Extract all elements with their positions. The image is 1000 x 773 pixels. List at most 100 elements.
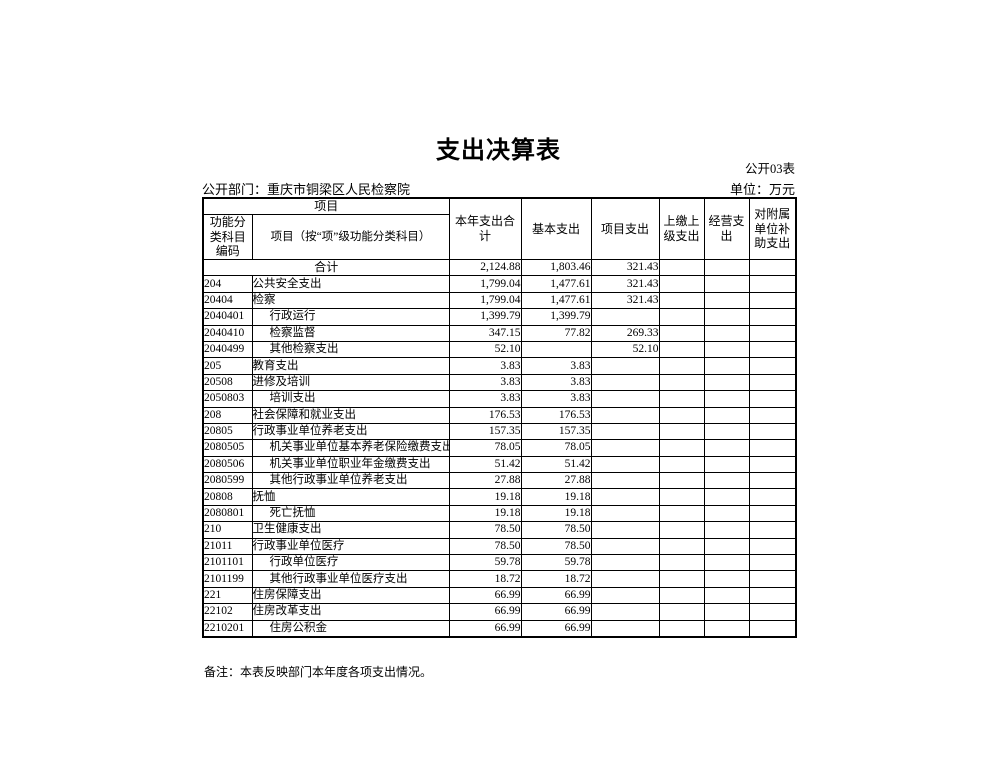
table-row: 205 教育支出 3.83 3.83: [202, 357, 797, 375]
cell-total: 347.15: [448, 324, 522, 342]
cell-code: 205: [202, 357, 253, 375]
cell-total: 3.83: [448, 373, 522, 392]
table-row: 2210201 住房公积金 66.99 66.99: [202, 619, 797, 638]
cell-total: 52.10: [448, 340, 522, 359]
cell-basic: 1,477.61: [520, 275, 592, 293]
cell-project: [590, 373, 660, 392]
cell-code: 2040401: [202, 308, 253, 326]
cell-name: 死亡抚恤: [251, 504, 450, 523]
cell-upper: [658, 619, 705, 638]
cell-name: 检察: [251, 291, 450, 310]
cell-basic: 77.82: [520, 324, 592, 342]
cell-operating: [703, 521, 750, 539]
cell-subsidy: [748, 406, 797, 424]
cell-basic: 18.72: [520, 570, 592, 588]
col-header-name: 项目（按“项”级功能分类科目）: [251, 214, 450, 260]
table-row: 210 卫生健康支出 78.50 78.50: [202, 521, 797, 539]
cell-upper: [658, 258, 705, 277]
table-row: 2050803 培训支出 3.83 3.83: [202, 390, 797, 408]
cell-basic: [520, 340, 592, 359]
cell-code: 210: [202, 521, 253, 539]
cell-upper: [658, 390, 705, 408]
cell-code: 2050803: [202, 390, 253, 408]
cell-upper: [658, 554, 705, 572]
header-row-1: 项目 本年支出合计 基本支出 项目支出 上缴上级支出 经营支出 对附属单位补助支…: [202, 197, 797, 260]
cell-name: 抚恤: [251, 488, 450, 506]
table-row: 2080505 机关事业单位基本养老保险缴费支出 78.05 78.05: [202, 439, 797, 457]
table-row: 20508 进修及培训 3.83 3.83: [202, 373, 797, 392]
cell-operating: [703, 488, 750, 506]
cell-basic: 78.50: [520, 521, 592, 539]
cell-total: 78.05: [448, 439, 522, 457]
cell-subsidy: [748, 521, 797, 539]
cell-total: 51.42: [448, 455, 522, 474]
table-row: 20404 检察 1,799.04 1,477.61 321.43: [202, 291, 797, 310]
cell-name: 机关事业单位职业年金缴费支出: [251, 455, 450, 474]
page-title: 支出决算表: [436, 138, 561, 164]
cell-basic: 3.83: [520, 390, 592, 408]
table-body: 合计 2,124.88 1,803.46 321.43 204 公共安全支出 1,7…: [202, 258, 797, 638]
cell-basic: 59.78: [520, 554, 592, 572]
cell-basic: 66.99: [520, 603, 592, 621]
cell-upper: [658, 439, 705, 457]
cell-total: 2,124.88: [448, 258, 522, 277]
table-row: 204 公共安全支出 1,799.04 1,477.61 321.43: [202, 275, 797, 293]
table-row: 20805 行政事业单位养老支出 157.35 157.35: [202, 422, 797, 441]
cell-name: 住房保障支出: [251, 586, 450, 605]
table-row: 2080801 死亡抚恤 19.18 19.18: [202, 504, 797, 523]
cell-code: 22102: [202, 603, 253, 621]
cell-basic: 78.05: [520, 439, 592, 457]
cell-operating: [703, 373, 750, 392]
col-header-operating: 经营支出: [703, 197, 750, 260]
cell-subsidy: [748, 390, 797, 408]
cell-operating: [703, 291, 750, 310]
cell-subsidy: [748, 340, 797, 359]
cell-project: [590, 472, 660, 490]
cell-project: [590, 586, 660, 605]
cell-subsidy: [748, 308, 797, 326]
cell-total: 1,799.04: [448, 275, 522, 293]
table-row: 2080599 其他行政事业单位养老支出 27.88 27.88: [202, 472, 797, 490]
cell-code: 2080505: [202, 439, 253, 457]
cell-upper: [658, 340, 705, 359]
table-row: 2080506 机关事业单位职业年金缴费支出 51.42 51.42: [202, 455, 797, 474]
table-row: 22102 住房改革支出 66.99 66.99: [202, 603, 797, 621]
cell-name: 公共安全支出: [251, 275, 450, 293]
cell-upper: [658, 422, 705, 441]
cell-operating: [703, 570, 750, 588]
col-header-subsidy: 对附属单位补助支出: [748, 197, 797, 260]
cell-code: 2210201: [202, 619, 253, 638]
cell-operating: [703, 324, 750, 342]
cell-project: [590, 439, 660, 457]
cell-upper: [658, 357, 705, 375]
cell-subsidy: [748, 455, 797, 474]
cell-total: 3.83: [448, 357, 522, 375]
cell-project: [590, 308, 660, 326]
cell-name: 行政事业单位养老支出: [251, 422, 450, 441]
cell-upper: [658, 603, 705, 621]
cell-code: 2080506: [202, 455, 253, 474]
cell-project: [590, 603, 660, 621]
cell-project: [590, 521, 660, 539]
cell-upper: [658, 373, 705, 392]
cell-name: 行政事业单位医疗: [251, 537, 450, 556]
col-header-code: 功能分类科目编码: [202, 214, 253, 260]
cell-project: [590, 504, 660, 523]
cell-total: 78.50: [448, 537, 522, 556]
cell-total: 66.99: [448, 586, 522, 605]
cell-code: 2080801: [202, 504, 253, 523]
cell-operating: [703, 258, 750, 277]
cell-name: 其他行政事业单位养老支出: [251, 472, 450, 490]
cell-project: [590, 455, 660, 474]
cell-name: 住房公积金: [251, 619, 450, 638]
col-header-total: 本年支出合计: [448, 197, 522, 260]
cell-operating: [703, 390, 750, 408]
cell-subsidy: [748, 439, 797, 457]
cell-upper: [658, 324, 705, 342]
cell-code: 21011: [202, 537, 253, 556]
cell-operating: [703, 537, 750, 556]
cell-basic: 66.99: [520, 586, 592, 605]
col-header-project-group: 项目: [202, 197, 450, 215]
cell-basic: 3.83: [520, 357, 592, 375]
cell-name: 其他行政事业单位医疗支出: [251, 570, 450, 588]
